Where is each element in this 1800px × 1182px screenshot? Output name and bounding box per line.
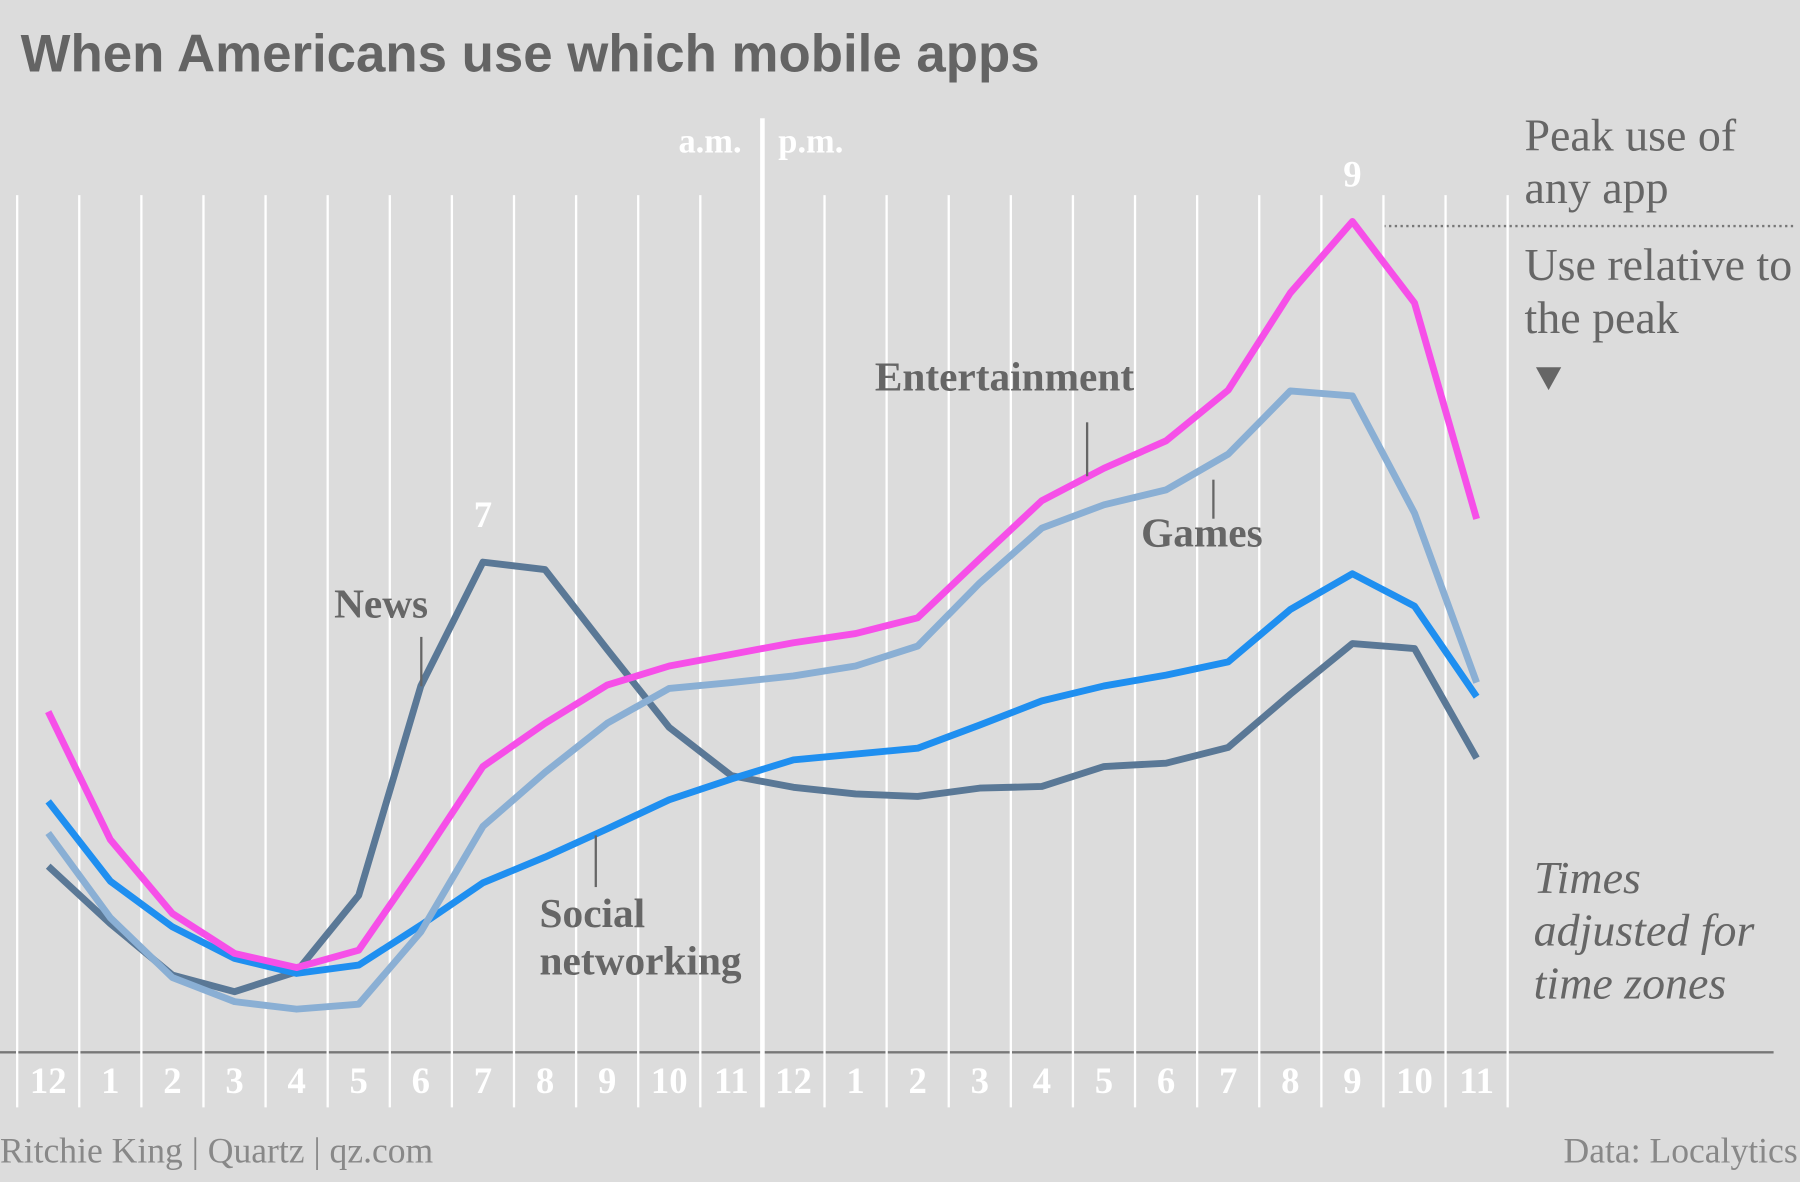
relative-note: Use relative to the peak: [1524, 238, 1793, 344]
x-tick-label: 2: [908, 1060, 926, 1101]
x-tick-label: 3: [225, 1060, 243, 1101]
series-label-box: Social networking: [539, 890, 742, 984]
chart-title: When Americans use which mobile apps: [21, 24, 1040, 83]
pm-label: p.m.: [778, 123, 843, 161]
x-tick-label: 11: [1459, 1060, 1494, 1101]
labels: 7 9 Entertainment Games Social networking New…: [334, 153, 1362, 984]
x-tick-label: 2: [163, 1060, 181, 1101]
x-tick-label: 3: [971, 1060, 989, 1101]
series-line: [45, 387, 1480, 1013]
x-tick-label: 4: [1033, 1060, 1051, 1101]
x-tick-label: 9: [1343, 1060, 1361, 1101]
x-tick-label: 8: [536, 1060, 554, 1101]
series-label: Games: [1141, 510, 1263, 556]
series-line: [45, 558, 1480, 996]
down-arrow: [1535, 367, 1562, 391]
peak-label: 9: [1343, 153, 1361, 194]
x-tick-label: 1: [846, 1060, 864, 1101]
peak-note: Peak use of any app: [1524, 109, 1737, 214]
relative-note-box: Use relative to the peak: [1524, 238, 1793, 344]
x-tick-label: 12: [775, 1060, 812, 1101]
series-label: Social networking: [539, 890, 742, 984]
series-label: Entertainment: [875, 353, 1135, 399]
peak-note-box: Peak use of any app: [1524, 109, 1737, 214]
series-label: News: [334, 581, 428, 627]
x-tick-label: 6: [412, 1060, 430, 1101]
am-label: a.m.: [678, 123, 741, 161]
x-tick-label: 8: [1281, 1060, 1299, 1101]
grid: 12 1 2 3 4 5 6 7 8 9 10 11 12 1 2 3 4 5 6 7 8 9 10 11: [16, 118, 1509, 1108]
x-tick-label: 9: [598, 1060, 616, 1101]
x-tick-label: 7: [1219, 1060, 1237, 1101]
x-tick-label: 5: [350, 1060, 368, 1101]
x-tick-label: 5: [1095, 1060, 1113, 1101]
x-tick-label: 4: [287, 1060, 305, 1101]
x-tick-label: 7: [474, 1060, 492, 1101]
x-tick-label: 11: [714, 1060, 749, 1101]
lines: [45, 218, 1480, 1013]
x-tick-label: 12: [30, 1060, 67, 1101]
x-tick-label: 6: [1157, 1060, 1175, 1101]
time-note: Times adjusted for time zones: [1533, 851, 1755, 1009]
credit: Ritchie King | Quartz | qz.com: [0, 1131, 434, 1171]
source: Data: Localytics: [1564, 1131, 1798, 1171]
series-line: [45, 570, 1480, 977]
time-note-box: Times adjusted for time zones: [1533, 851, 1755, 1009]
peak-label: 7: [474, 494, 492, 535]
x-tick-label: 10: [1396, 1060, 1433, 1101]
series-line: [45, 218, 1480, 972]
x-tick-label: 1: [101, 1060, 119, 1101]
x-tick-label: 10: [651, 1060, 688, 1101]
